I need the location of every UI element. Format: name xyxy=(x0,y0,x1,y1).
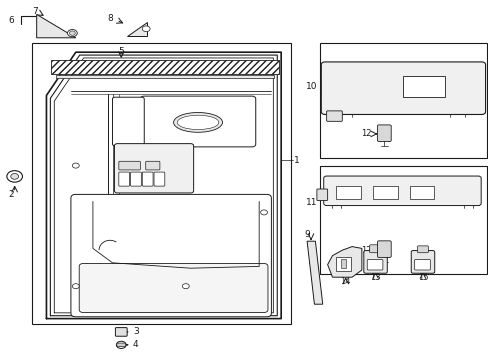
Polygon shape xyxy=(327,247,361,277)
Bar xyxy=(409,186,433,199)
Text: 14: 14 xyxy=(340,277,350,286)
FancyBboxPatch shape xyxy=(145,161,160,170)
Bar xyxy=(51,60,278,74)
FancyBboxPatch shape xyxy=(119,172,129,186)
FancyBboxPatch shape xyxy=(79,264,267,312)
Circle shape xyxy=(11,174,19,179)
Text: 13: 13 xyxy=(369,273,380,282)
FancyBboxPatch shape xyxy=(142,172,153,186)
Bar xyxy=(320,166,486,274)
Circle shape xyxy=(116,341,126,348)
Bar xyxy=(372,186,397,199)
Bar xyxy=(403,76,444,97)
FancyBboxPatch shape xyxy=(417,246,427,253)
Bar xyxy=(32,43,290,324)
FancyBboxPatch shape xyxy=(115,328,127,336)
FancyBboxPatch shape xyxy=(414,260,429,270)
FancyBboxPatch shape xyxy=(154,172,164,186)
FancyBboxPatch shape xyxy=(130,172,141,186)
FancyBboxPatch shape xyxy=(326,111,342,121)
Circle shape xyxy=(7,171,22,182)
FancyBboxPatch shape xyxy=(316,189,327,201)
Text: 8: 8 xyxy=(107,14,113,23)
Text: 15: 15 xyxy=(417,273,427,282)
Bar xyxy=(56,75,273,78)
FancyBboxPatch shape xyxy=(377,125,390,141)
Text: 5: 5 xyxy=(118,47,124,56)
Bar xyxy=(320,43,486,158)
FancyBboxPatch shape xyxy=(71,194,271,317)
Text: 3: 3 xyxy=(133,328,139,336)
Text: 7: 7 xyxy=(32,7,38,16)
Circle shape xyxy=(72,163,79,168)
FancyBboxPatch shape xyxy=(140,96,255,147)
FancyBboxPatch shape xyxy=(117,343,125,347)
Circle shape xyxy=(182,284,189,289)
Text: 10: 10 xyxy=(305,82,317,91)
Ellipse shape xyxy=(177,115,219,130)
Text: 12: 12 xyxy=(361,246,371,255)
Text: 2: 2 xyxy=(8,190,14,199)
Circle shape xyxy=(67,30,77,37)
Text: 1: 1 xyxy=(293,156,299,165)
Bar xyxy=(341,259,346,268)
FancyBboxPatch shape xyxy=(119,161,140,170)
FancyBboxPatch shape xyxy=(366,260,382,270)
FancyBboxPatch shape xyxy=(114,144,193,193)
FancyBboxPatch shape xyxy=(369,245,381,253)
Text: 11: 11 xyxy=(305,198,317,207)
Bar xyxy=(336,186,360,199)
Polygon shape xyxy=(127,22,146,36)
FancyBboxPatch shape xyxy=(112,97,144,146)
FancyBboxPatch shape xyxy=(410,251,434,273)
FancyBboxPatch shape xyxy=(323,176,480,206)
Text: 4: 4 xyxy=(133,341,139,349)
FancyBboxPatch shape xyxy=(377,241,390,257)
Polygon shape xyxy=(306,241,322,304)
Ellipse shape xyxy=(173,112,222,132)
Circle shape xyxy=(260,210,267,215)
Bar xyxy=(336,257,350,271)
Text: 12: 12 xyxy=(361,130,371,139)
FancyBboxPatch shape xyxy=(363,251,386,273)
Circle shape xyxy=(69,31,75,35)
Circle shape xyxy=(142,26,150,32)
Polygon shape xyxy=(37,14,76,38)
Circle shape xyxy=(72,284,79,289)
Text: 9: 9 xyxy=(304,230,310,239)
Text: 6: 6 xyxy=(8,16,14,25)
FancyBboxPatch shape xyxy=(321,62,485,114)
